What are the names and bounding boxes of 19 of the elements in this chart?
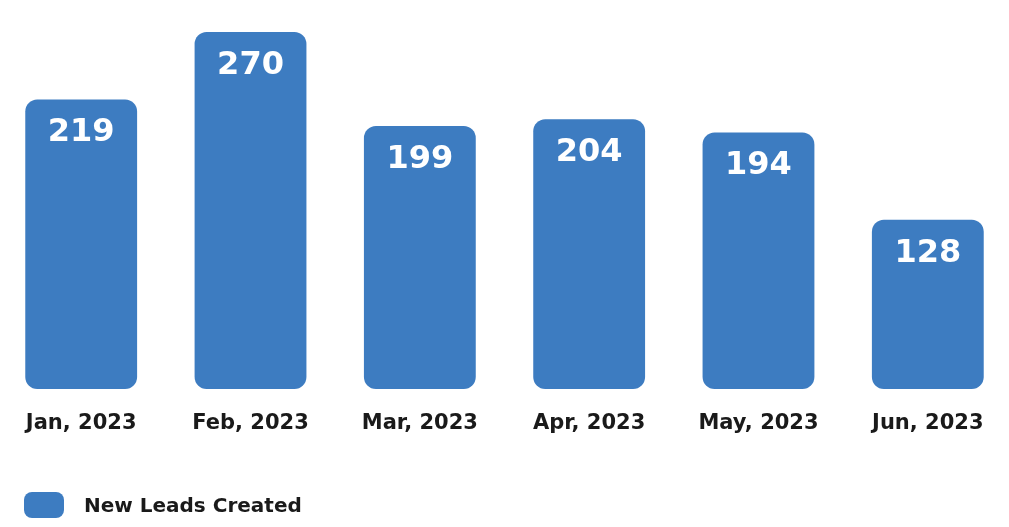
bar: [194, 32, 307, 389]
data-label: 199: [386, 137, 454, 176]
bar: [363, 125, 476, 389]
x-tick-label: Apr, 2023: [533, 410, 646, 434]
bar: [533, 119, 646, 389]
x-tick-label: Jan, 2023: [23, 410, 137, 434]
bar: [25, 99, 138, 389]
data-label: 194: [725, 144, 792, 183]
x-tick-label: Feb, 2023: [192, 410, 309, 434]
data-label: 204: [555, 131, 623, 170]
data-label: 270: [217, 44, 284, 82]
bar: [702, 132, 815, 389]
x-tick-label: May, 2023: [698, 410, 819, 434]
data-label: 219: [47, 111, 115, 150]
x-tick-label: Mar, 2023: [361, 410, 478, 434]
x-tick-label: Jun, 2023: [870, 410, 984, 434]
bar: [871, 219, 984, 389]
data-label: 128: [894, 231, 962, 270]
legend-label: New Leads Created: [84, 493, 302, 517]
